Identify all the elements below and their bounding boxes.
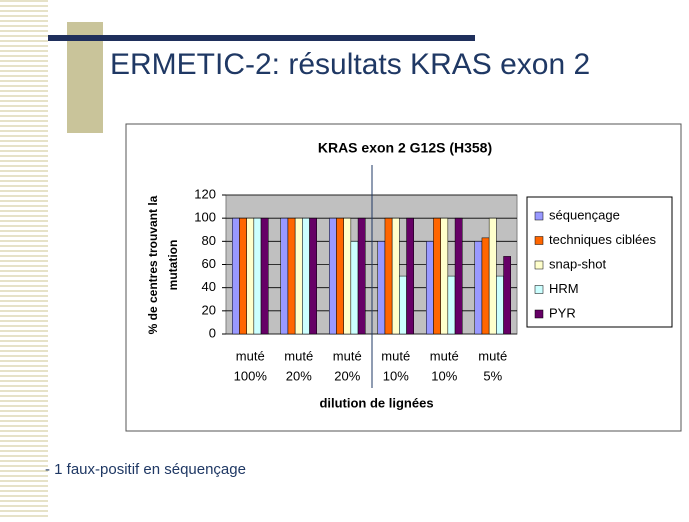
side-stripes [0,0,48,517]
y-tick-label: 40 [202,279,216,294]
legend-box [526,196,673,328]
x-tick-label: muté [236,348,265,363]
x-tick-label: muté [333,348,362,363]
x-tick-label: 10% [431,368,457,383]
bar [406,217,414,335]
bar [239,217,247,335]
bar [474,241,483,335]
x-tick-label: 10% [383,368,409,383]
y-tick-label: 80 [202,233,216,248]
bar [350,241,359,335]
y-axis-label: mutation [166,240,180,291]
bar [336,217,344,335]
bar [426,241,434,335]
x-tick-label: muté [284,348,313,363]
bar [481,237,490,335]
x-tick-label: muté [381,348,410,363]
bar [454,217,463,335]
bar [384,217,393,335]
y-tick-label: 0 [209,325,216,340]
legend-swatch [534,309,544,319]
bar [260,217,269,335]
bar [377,241,386,335]
y-tick-label: 60 [202,256,216,271]
y-tick-label: 120 [194,186,216,201]
bar [488,217,497,335]
bar [399,275,407,335]
slide-title: ERMETIC-2: résultats KRAS exon 2 [110,48,590,81]
y-tick-label: 20 [202,302,216,317]
x-tick-label: 5% [483,368,502,383]
bar [232,217,240,335]
bar [246,217,255,335]
bar [343,217,352,335]
legend-label: PYR [549,305,576,320]
bar [357,217,366,335]
x-tick-label: 20% [286,368,312,383]
x-tick-label: 100% [234,368,268,383]
bar [287,217,296,335]
legend-swatch [534,285,544,294]
bar [503,256,511,335]
bar [302,217,310,335]
bar [433,217,441,335]
y-axis-label: % de centres trouvant la [146,195,160,334]
bar [496,275,504,335]
bar [447,275,456,335]
chart: 0 20 40 60 80 100 120 muté 100% muté 20% muté 20% mut… [146,165,673,410]
x-axis-label: dilution de lignées [319,395,433,410]
note: - 1 faux-positif en séquençage [45,461,246,478]
bar [280,217,289,335]
chart-title: KRAS exon 2 G12S (H358) [318,140,492,156]
title-bar [48,35,475,41]
bar [329,217,337,335]
bar [440,217,449,335]
legend-label: techniques ciblées [549,232,656,247]
bar [391,217,400,335]
legend-swatch [534,260,544,270]
x-tick-label: muté [430,348,459,363]
legend-label: séquençage [549,207,620,222]
legend-swatch [534,211,544,221]
bar [309,217,317,335]
legend-label: snap-shot [549,256,606,271]
y-tick-label: 100 [194,210,216,225]
legend-swatch [534,236,544,245]
x-tick-label: muté [478,348,507,363]
bar [294,217,303,335]
x-tick-label: 20% [334,368,360,383]
legend-label: HRM [549,281,579,296]
bar [253,217,262,335]
